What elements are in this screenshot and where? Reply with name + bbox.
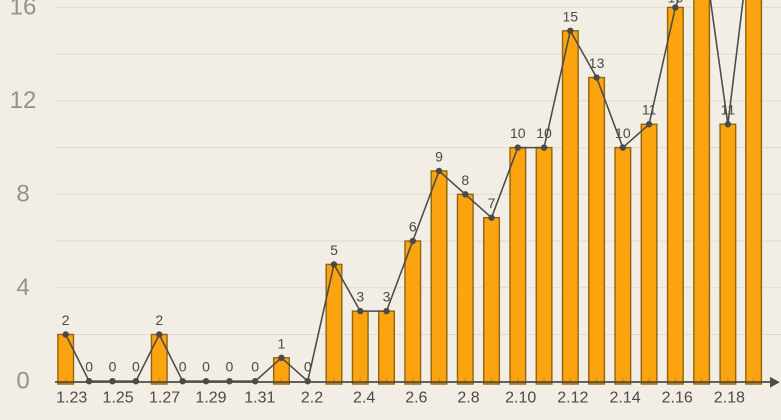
svg-text:0: 0 — [226, 359, 234, 375]
svg-text:9: 9 — [435, 148, 443, 164]
svg-text:8: 8 — [461, 172, 469, 188]
svg-text:13: 13 — [589, 55, 605, 71]
svg-text:0: 0 — [304, 359, 312, 375]
svg-text:0: 0 — [109, 359, 117, 375]
svg-text:11: 11 — [721, 102, 736, 118]
svg-text:0: 0 — [202, 359, 210, 375]
svg-text:2.6: 2.6 — [405, 390, 427, 407]
svg-text:10: 10 — [536, 125, 552, 141]
svg-text:2.14: 2.14 — [609, 390, 640, 407]
svg-text:3: 3 — [356, 289, 364, 305]
svg-text:2.4: 2.4 — [353, 390, 375, 407]
svg-text:1.23: 1.23 — [56, 390, 87, 407]
svg-text:6: 6 — [409, 219, 417, 235]
svg-text:1.25: 1.25 — [103, 390, 134, 407]
svg-text:2.18: 2.18 — [714, 390, 745, 407]
svg-text:2.8: 2.8 — [457, 390, 479, 407]
svg-text:1.27: 1.27 — [149, 390, 180, 407]
svg-text:0: 0 — [179, 359, 187, 375]
svg-text:0: 0 — [16, 367, 29, 394]
svg-text:10: 10 — [510, 125, 526, 141]
svg-text:12: 12 — [10, 87, 37, 114]
svg-text:2.10: 2.10 — [505, 390, 536, 407]
svg-text:2.12: 2.12 — [557, 390, 588, 407]
svg-text:1.29: 1.29 — [195, 390, 226, 407]
svg-text:16: 16 — [10, 0, 37, 21]
svg-text:7: 7 — [488, 195, 496, 211]
svg-text:0: 0 — [85, 359, 93, 375]
svg-text:4: 4 — [16, 274, 29, 301]
svg-text:8: 8 — [16, 181, 29, 208]
svg-text:15: 15 — [563, 8, 579, 24]
svg-text:0: 0 — [251, 359, 259, 375]
svg-text:2: 2 — [62, 312, 70, 328]
svg-text:2: 2 — [155, 312, 163, 328]
svg-text:11: 11 — [642, 102, 657, 118]
svg-text:3: 3 — [383, 289, 391, 305]
svg-text:0: 0 — [132, 359, 140, 375]
svg-text:10: 10 — [615, 125, 631, 141]
svg-text:1.31: 1.31 — [244, 390, 275, 407]
svg-text:2.16: 2.16 — [662, 390, 693, 407]
svg-text:5: 5 — [330, 242, 338, 258]
svg-text:16: 16 — [668, 0, 684, 6]
svg-text:2.2: 2.2 — [301, 390, 323, 407]
svg-text:1: 1 — [278, 335, 286, 351]
